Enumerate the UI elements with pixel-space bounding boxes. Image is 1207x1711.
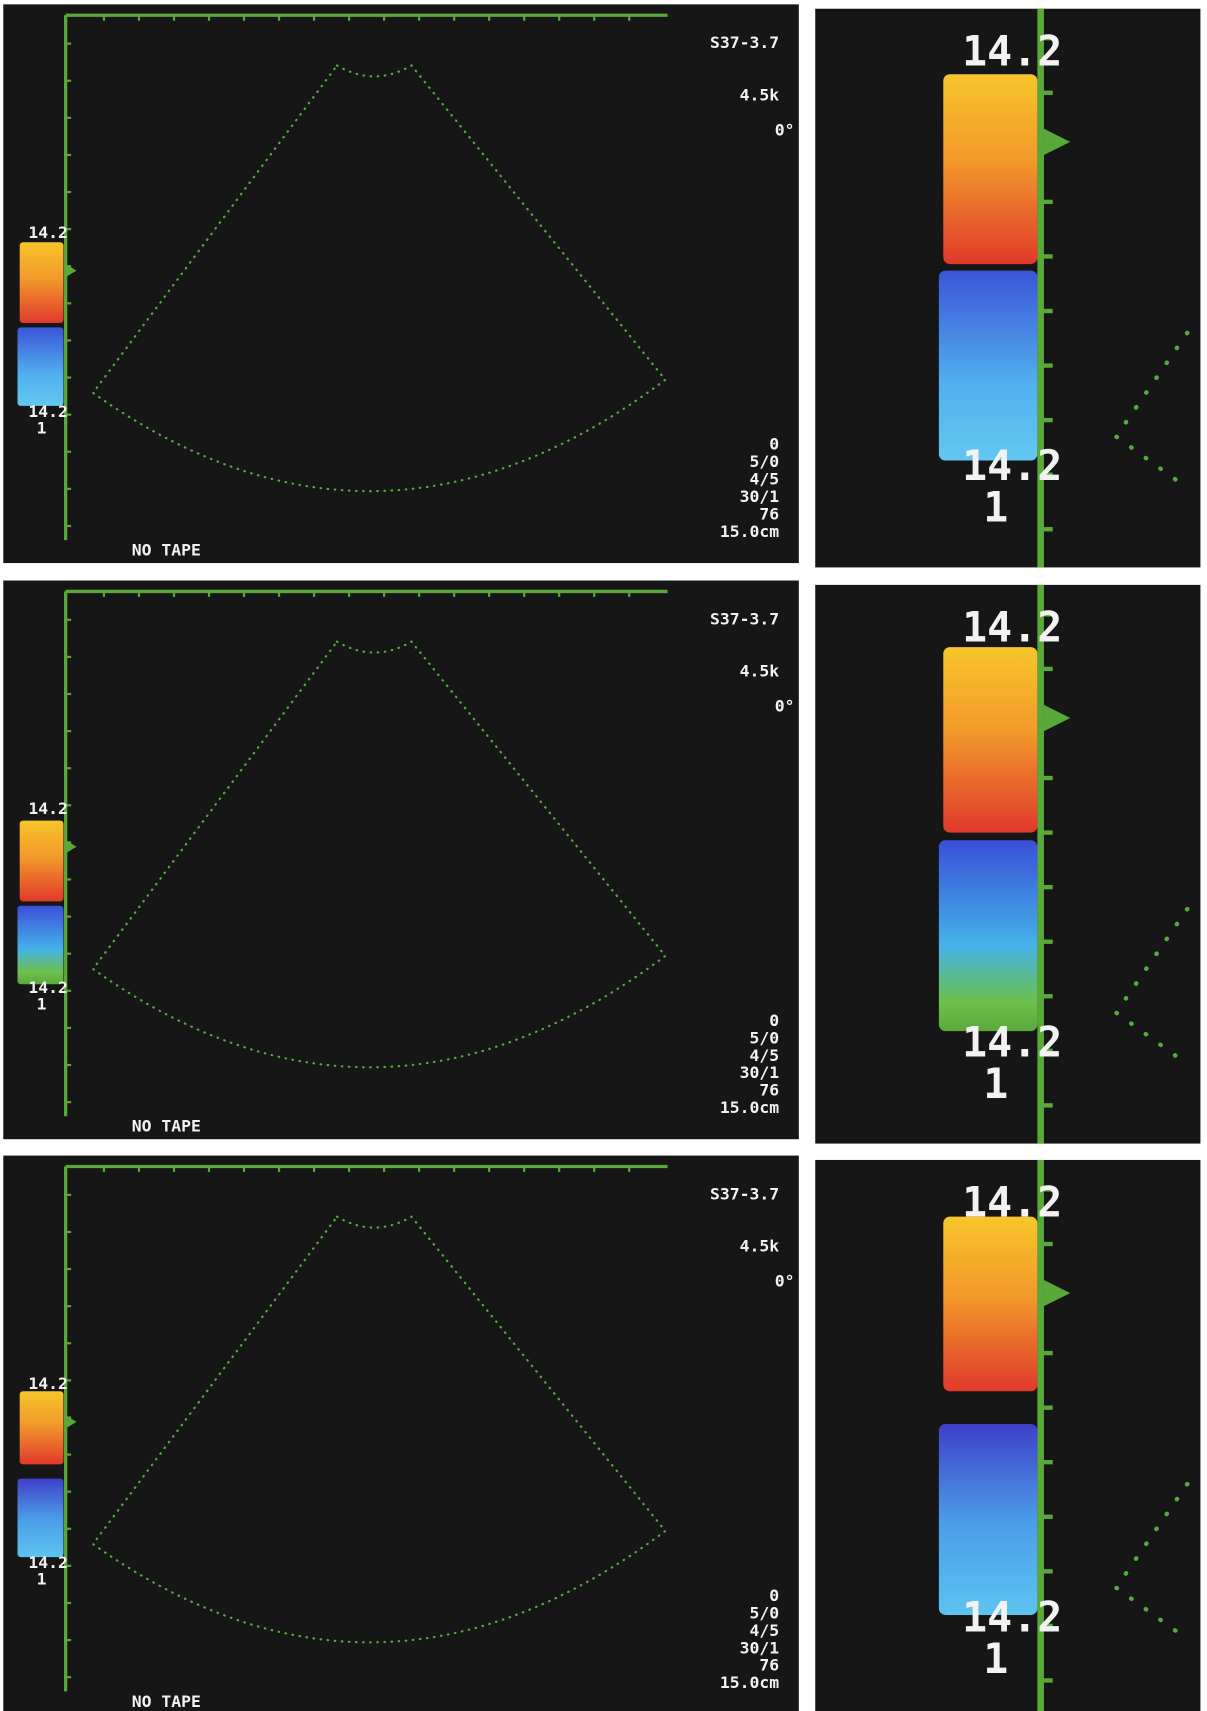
figure: S37-3.74.5k0°14.214.2105/04/530/17615.0c…: [0, 0, 1207, 1711]
zoom-color-bar-cool: [939, 271, 1037, 461]
status: NO TAPE: [132, 1117, 201, 1136]
zoom-scale-bottom: 14.2: [962, 1592, 1062, 1641]
color-bar-cool: [18, 327, 64, 406]
scale-bottom: 14.2: [28, 978, 67, 997]
zoom-scale-top: 14.2: [962, 1178, 1062, 1227]
probe: S37-3.7: [710, 609, 779, 628]
setting: 76: [759, 1081, 779, 1100]
scale-top: 14.2: [28, 1374, 67, 1393]
color-bar-cool: [18, 1479, 64, 1558]
setting: 15.0cm: [720, 1098, 779, 1117]
setting: 4/5: [750, 1046, 780, 1065]
scale-top: 14.2: [28, 223, 67, 242]
angle: 0°: [775, 1272, 795, 1291]
screen: [3, 4, 799, 563]
zoom-scale-sub: 1: [983, 1059, 1008, 1108]
setting: 30/1: [740, 1638, 780, 1657]
scale-bottom: 14.2: [28, 402, 67, 421]
scale-sub: 1: [37, 418, 47, 437]
zoom-scale-sub: 1: [983, 483, 1008, 532]
panel-row: S37-3.74.5k0°14.214.2105/04/530/17615.0c…: [3, 1156, 1200, 1711]
zoom-color-bar-warm: [943, 647, 1037, 833]
setting: 5/0: [750, 1028, 780, 1047]
scale-sub: 1: [37, 995, 47, 1014]
angle: 0°: [775, 120, 795, 139]
zoom-color-bar-cool: [939, 1424, 1037, 1615]
setting: 15.0cm: [720, 522, 779, 541]
frequency: 4.5k: [740, 1237, 780, 1256]
color-bar-warm: [20, 1391, 64, 1464]
setting: 76: [759, 1656, 779, 1675]
zoom-color-bar-cool: [939, 840, 1037, 1031]
zoom-scale-bottom: 14.2: [962, 441, 1062, 490]
setting: 4/5: [750, 470, 780, 489]
zoom-scale-top: 14.2: [962, 27, 1062, 76]
status: NO TAPE: [132, 541, 201, 560]
zoom-scale-bottom: 14.2: [962, 1017, 1062, 1066]
status: NO TAPE: [132, 1692, 201, 1711]
screen: [3, 581, 799, 1140]
setting: 15.0cm: [720, 1673, 779, 1692]
screen: [3, 1156, 799, 1711]
setting: 30/1: [740, 1063, 780, 1082]
frequency: 4.5k: [740, 86, 780, 105]
setting: 5/0: [750, 452, 780, 471]
setting: 0: [769, 435, 779, 454]
setting: 30/1: [740, 487, 780, 506]
panel-row: S37-3.74.5k0°14.214.2105/04/530/17615.0c…: [3, 581, 1200, 1144]
scale-bottom: 14.2: [28, 1553, 67, 1572]
scale-sub: 1: [37, 1570, 47, 1589]
setting: 0: [769, 1586, 779, 1605]
color-bar-warm: [20, 242, 64, 323]
setting: 4/5: [750, 1621, 780, 1640]
color-bar-cool: [18, 906, 64, 985]
setting: 76: [759, 505, 779, 524]
probe: S37-3.7: [710, 33, 779, 52]
setting: 5/0: [750, 1603, 780, 1622]
zoom-scale-top: 14.2: [962, 603, 1062, 652]
angle: 0°: [775, 697, 795, 716]
panel-row: S37-3.74.5k0°14.214.2105/04/530/17615.0c…: [3, 4, 1200, 567]
probe: S37-3.7: [710, 1184, 779, 1203]
scale-top: 14.2: [28, 799, 67, 818]
page: S37-3.74.5k0°14.214.2105/04/530/17615.0c…: [0, 0, 1207, 1711]
zoom-color-bar-warm: [943, 1217, 1037, 1392]
setting: 0: [769, 1011, 779, 1030]
color-bar-warm: [20, 821, 64, 902]
frequency: 4.5k: [740, 662, 780, 681]
zoom-color-bar-warm: [943, 74, 1037, 264]
zoom-scale-sub: 1: [983, 1634, 1008, 1683]
